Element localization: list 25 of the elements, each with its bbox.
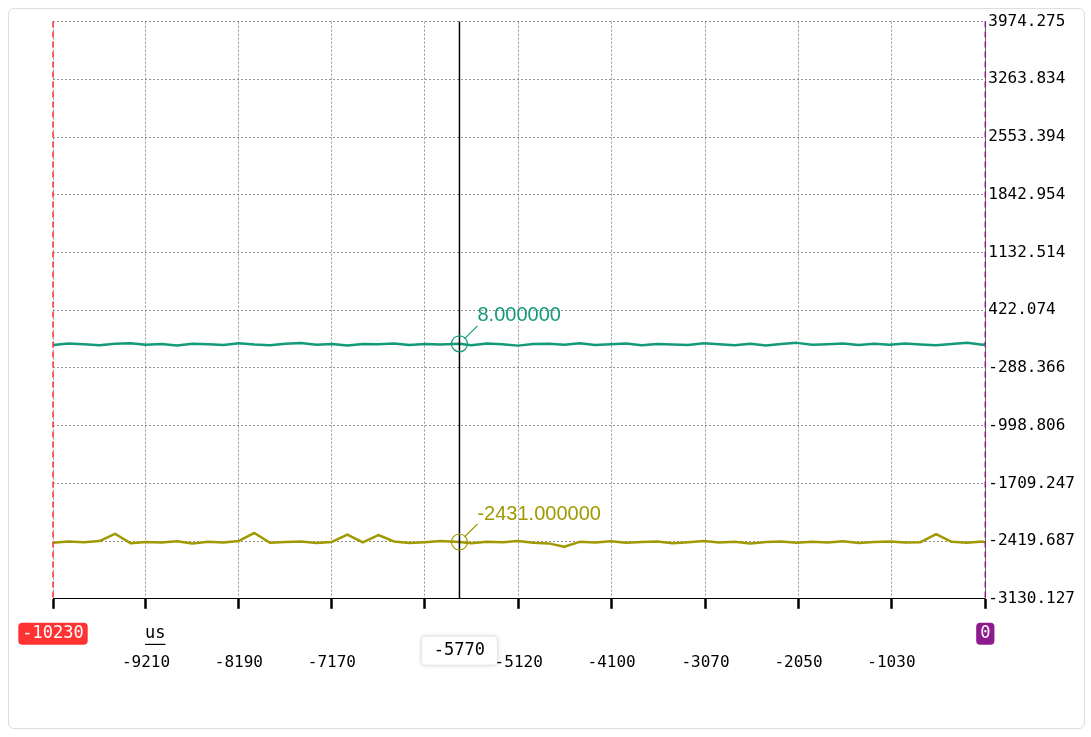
x-tick-label: -1030 — [867, 651, 916, 671]
x-tick-label: -7170 — [307, 651, 356, 671]
x-tick-label: -4100 — [587, 651, 636, 671]
x-tick-label: -9210 — [121, 651, 171, 671]
y-tick-label: 1842.954 — [988, 183, 1066, 203]
annotation: -2431.000000 — [477, 501, 601, 524]
x-tick-label: -8190 — [214, 651, 263, 671]
x-tick-label: -5120 — [494, 651, 543, 671]
y-tick-label: -288.366 — [988, 357, 1066, 377]
y-tick-label: 2553.394 — [988, 126, 1066, 146]
annotation: 8.000000 — [477, 303, 561, 326]
y-tick-label: -998.806 — [988, 414, 1066, 434]
y-tick-label: -1709.247 — [988, 472, 1076, 492]
x-axis-title: us — [145, 622, 166, 643]
y-tick-label: 1132.514 — [988, 241, 1066, 261]
x-tick-label: -3070 — [681, 651, 730, 671]
ref-line-label: -10230 — [22, 622, 84, 643]
x-tick-label: -2050 — [774, 651, 823, 671]
y-tick-label: -2419.687 — [988, 530, 1076, 550]
y-tick-label: 422.074 — [988, 299, 1056, 319]
ref-line-label: 0 — [980, 622, 991, 643]
y-tick-label: -3130.127 — [988, 587, 1076, 607]
ref-line-label: -5770 — [433, 639, 486, 660]
y-tick-label: 3974.275 — [988, 10, 1066, 30]
y-tick-label: 3263.834 — [988, 68, 1066, 88]
